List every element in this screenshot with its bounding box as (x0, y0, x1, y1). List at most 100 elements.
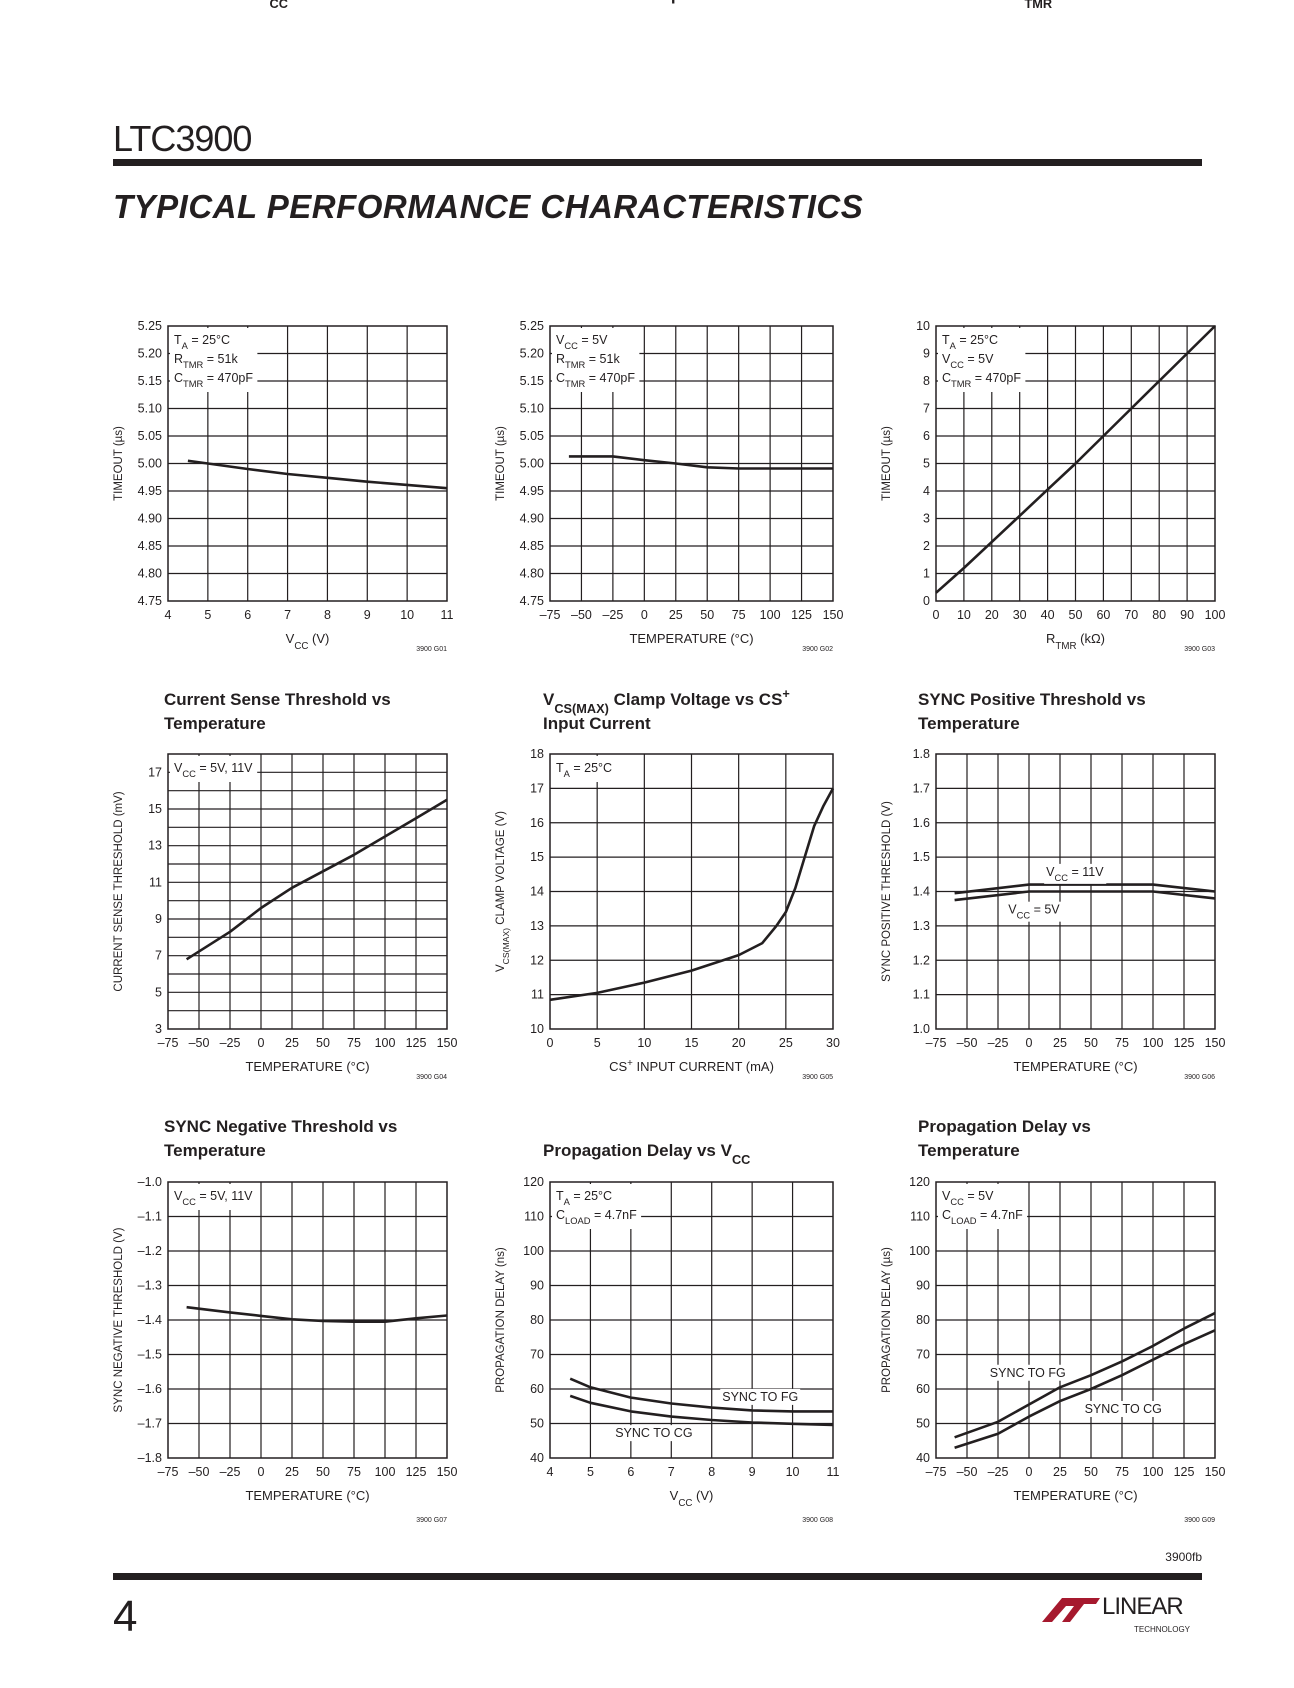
text-segment: V (556, 333, 565, 347)
text-segment: SYNC TO FG (722, 1390, 798, 1404)
x-tick-label: 50 (1069, 608, 1083, 622)
x-tick-label: 25 (779, 1036, 793, 1050)
chart-title: Timeout vs RTMR (918, 0, 1052, 11)
chart-1: Timeout vs VCC45678910114.754.804.854.90… (113, 0, 454, 653)
series-line-1 (187, 459, 448, 490)
y-tick-label: 60 (530, 1382, 544, 1396)
text-segment: Timeout vs V (164, 0, 270, 4)
text-segment: = 5V (1030, 903, 1060, 917)
y-tick-label: 4.75 (138, 594, 162, 608)
text-segment: TMR (951, 379, 972, 389)
condition-text: VCC = 5V, 11V (174, 761, 253, 779)
text-segment: SYNC TO CG (615, 1426, 692, 1440)
y-tick-label: 1.3 (913, 919, 930, 933)
x-tick-label: –50 (189, 1036, 210, 1050)
text-segment: T (174, 333, 182, 347)
plot-frame (935, 1181, 1216, 1459)
y-tick-label: 90 (916, 1279, 930, 1293)
y-tick-label: 15 (530, 850, 544, 864)
x-tick-label: –75 (158, 1465, 179, 1479)
x-axis-label: TEMPERATURE (°C) (629, 631, 753, 646)
y-tick-label: 5.25 (138, 319, 162, 333)
logo-subtext: TECHNOLOGY (1134, 1625, 1191, 1634)
y-tick-label: 4.90 (138, 512, 162, 526)
figure-code: 3900 G01 (416, 646, 447, 653)
text-segment: SYNC POSITIVE THRESHOLD (V) (881, 801, 893, 982)
text-segment: (kΩ) (1077, 631, 1106, 646)
y-axis-label: TIMEOUT (µs) (113, 426, 125, 501)
text-segment: TIMEOUT (µs) (495, 426, 507, 501)
text-segment: CS(MAX) (501, 928, 511, 964)
x-tick-label: 125 (406, 1036, 427, 1050)
x-tick-label: –25 (988, 1036, 1009, 1050)
conditions-background (170, 328, 258, 392)
condition-text: VCC = 5V, 11V (174, 1189, 253, 1207)
plot-frame (549, 325, 834, 602)
y-tick-label: 14 (530, 885, 544, 899)
y-tick-label: 1 (923, 567, 930, 581)
text-segment: + (627, 1058, 633, 1069)
y-tick-label: 5.15 (520, 374, 544, 388)
y-axis-label: PROPAGATION DELAY (µs) (881, 1247, 893, 1393)
condition-text: CLOAD = 4.7nF (942, 1208, 1023, 1226)
chart-title: Temperature (918, 714, 1020, 733)
y-tick-label: 5 (923, 457, 930, 471)
text-segment: R (1046, 631, 1055, 646)
x-tick-label: 20 (985, 608, 999, 622)
y-tick-label: 5.20 (138, 347, 162, 361)
text-segment: Propagation Delay vs V (543, 1141, 733, 1160)
x-tick-label: 50 (1084, 1036, 1098, 1050)
x-tick-label: 50 (316, 1036, 330, 1050)
text-segment: = 5V (578, 333, 608, 347)
text-segment: A (564, 769, 571, 779)
y-axis-label: SYNC POSITIVE THRESHOLD (V) (881, 801, 893, 982)
x-tick-label: 150 (437, 1465, 458, 1479)
y-tick-label: 1.8 (913, 747, 930, 761)
text-segment: CC (950, 360, 964, 370)
text-segment: CC (1055, 873, 1069, 883)
x-tick-label: 50 (700, 608, 714, 622)
x-tick-label: –50 (571, 608, 592, 622)
text-segment: TMR (565, 379, 586, 389)
x-tick-label: 4 (165, 608, 172, 622)
part-number: LTC3900 (113, 118, 252, 159)
x-tick-label: 75 (1115, 1036, 1129, 1050)
text-segment: CS(MAX) (554, 701, 609, 716)
y-tick-label: 5.20 (520, 347, 544, 361)
series-line-1 (954, 883, 1216, 895)
x-axis-label: TEMPERATURE (°C) (245, 1488, 369, 1503)
y-tick-label: 80 (916, 1313, 930, 1327)
x-tick-label: 0 (1026, 1465, 1033, 1479)
x-tick-label: 70 (1124, 608, 1138, 622)
chart-6: SYNC Positive Threshold vs Temperature –75… (881, 690, 1225, 1081)
series-line-1 (954, 1311, 1216, 1439)
text-segment: CC (950, 1197, 964, 1207)
x-tick-label: 5 (594, 1036, 601, 1050)
chart-title: Temperature (918, 1141, 1020, 1160)
y-tick-label: 0 (923, 594, 930, 608)
series-line-1 (568, 455, 833, 470)
text-segment: V (495, 964, 507, 972)
y-tick-label: 18 (530, 747, 544, 761)
text-segment: SYNC TO CG (1085, 1402, 1162, 1416)
x-tick-label: 10 (786, 1465, 800, 1479)
text-segment: SYNC Negative Threshold vs (164, 1117, 397, 1136)
y-tick-label: 40 (530, 1451, 544, 1465)
text-segment: V (1046, 865, 1055, 879)
text-segment: = 25°C (956, 333, 998, 347)
y-axis-label: SYNC NEGATIVE THRESHOLD (V) (113, 1227, 125, 1412)
lt-mark-icon (1042, 1598, 1100, 1622)
header-rule (113, 159, 1202, 166)
x-tick-label: 100 (1143, 1465, 1164, 1479)
text-segment: C (556, 1208, 565, 1222)
x-tick-label: 7 (668, 1465, 675, 1479)
y-tick-label: –1.0 (138, 1175, 162, 1189)
y-tick-label: 4.80 (138, 567, 162, 581)
chart-title: Propagation Delay vs VCC (543, 1141, 750, 1167)
y-tick-label: 13 (530, 919, 544, 933)
series-label-background (720, 1388, 801, 1405)
x-tick-label: 75 (347, 1465, 361, 1479)
text-segment: TEMPERATURE (°C) (245, 1488, 369, 1503)
x-tick-label: 75 (1115, 1465, 1129, 1479)
text-segment: A (182, 341, 189, 351)
